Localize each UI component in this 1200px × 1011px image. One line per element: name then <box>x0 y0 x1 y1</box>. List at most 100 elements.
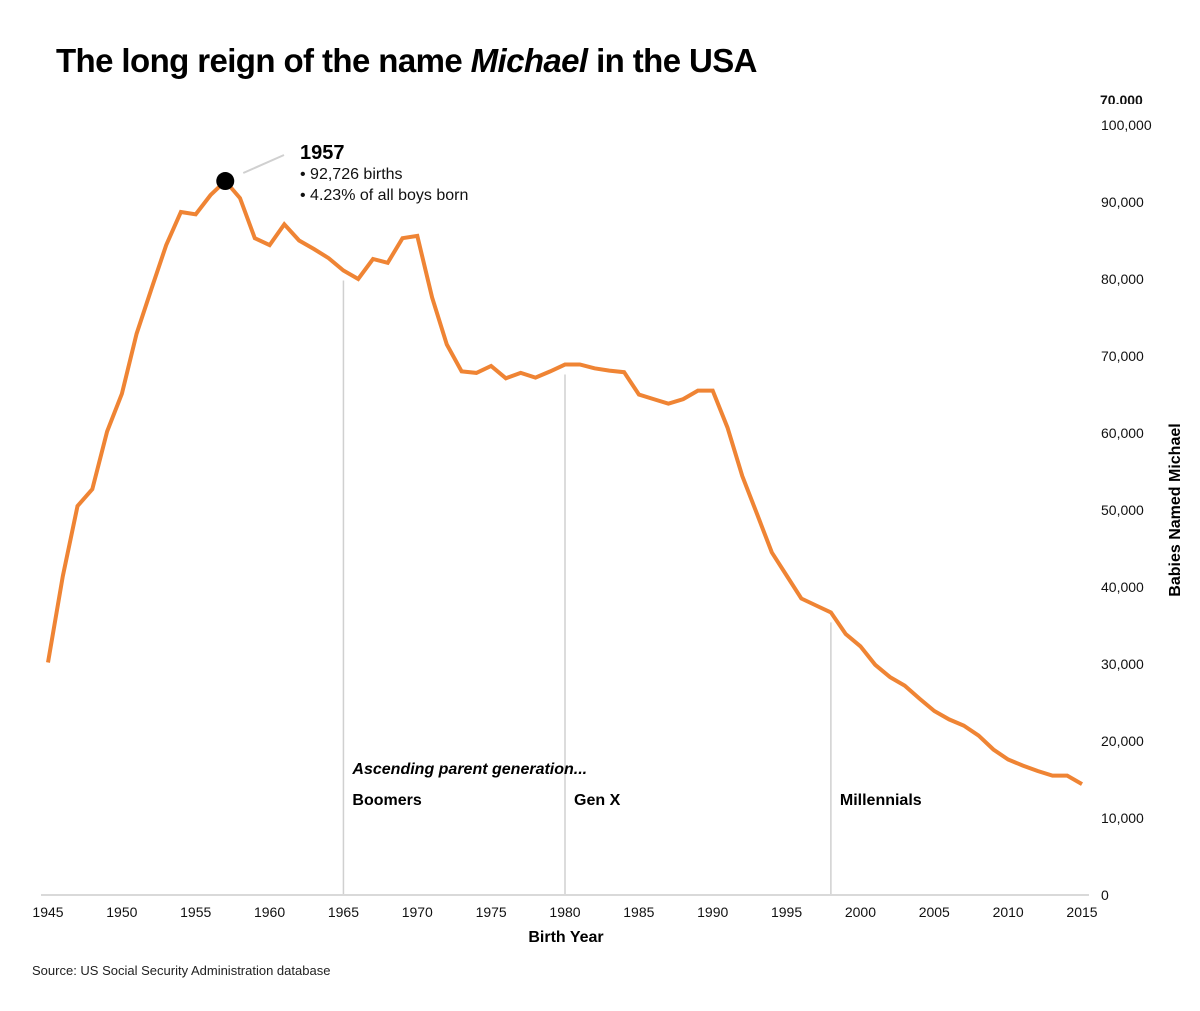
data-point <box>858 644 862 648</box>
data-point <box>1036 769 1040 773</box>
data-point <box>90 487 94 491</box>
data-point <box>76 504 80 508</box>
data-point <box>991 747 995 751</box>
y-tick-label: 40,000 <box>1101 579 1144 595</box>
data-point <box>356 277 360 281</box>
data-point <box>740 474 744 478</box>
x-tick-label: 1960 <box>254 904 285 920</box>
data-point <box>179 210 183 214</box>
data-point <box>327 256 331 260</box>
x-tick-label: 1975 <box>476 904 507 920</box>
data-point <box>504 376 508 380</box>
data-point <box>873 663 877 667</box>
data-point <box>1021 764 1025 768</box>
data-point <box>1006 757 1010 761</box>
data-point <box>696 389 700 393</box>
peak-marker <box>216 172 235 191</box>
y-tick-label: 0 <box>1101 887 1109 903</box>
x-tick-labels: 1945 1950 1955 1960 1965 1970 1975 1980 1985 1990… <box>32 904 1097 920</box>
generation-label: Millennials <box>840 792 922 809</box>
y-tick-label: 100,000 <box>1101 117 1152 133</box>
data-point <box>932 709 936 713</box>
x-tick-label: 1985 <box>623 904 654 920</box>
data-point <box>386 261 390 265</box>
data-point <box>711 389 715 393</box>
y-tick-label: 90,000 <box>1101 194 1144 210</box>
x-tick-label: 1965 <box>328 904 359 920</box>
generation-label: Boomers <box>352 792 421 809</box>
data-point <box>61 574 65 578</box>
data-point <box>371 257 375 261</box>
y-tick-label: 60,000 <box>1101 425 1144 441</box>
data-point <box>548 369 552 373</box>
y-tick-labels: 0 10,000 20,000 30,000 40,000 50,000 60,000 70,… <box>1101 117 1152 903</box>
x-tick-label: 1990 <box>697 904 728 920</box>
data-point <box>341 269 345 273</box>
generation-labels: Boomers Gen X Millennials <box>352 792 921 809</box>
y-tick-label: 50,000 <box>1101 502 1144 518</box>
data-point <box>637 393 641 397</box>
data-point <box>297 239 301 243</box>
source-note: Source: US Social Security Administratio… <box>32 963 331 978</box>
annotation-year: 1957 <box>300 142 345 164</box>
data-point <box>888 675 892 679</box>
title-text: The long reign of the name <box>56 42 471 79</box>
data-point <box>607 369 611 373</box>
data-point <box>918 697 922 701</box>
data-point <box>770 550 774 554</box>
data-point <box>120 392 124 396</box>
title-emphasis: Michael <box>470 42 588 79</box>
x-tick-label: 2000 <box>845 904 876 920</box>
data-point <box>814 603 818 607</box>
data-point <box>46 660 50 664</box>
data-point <box>445 342 449 346</box>
x-tick-label: 1970 <box>402 904 433 920</box>
data-point <box>755 512 759 516</box>
x-tick-label: 1950 <box>106 904 137 920</box>
x-tick-label: 1995 <box>771 904 802 920</box>
annotation-percent: • 4.23% of all boys born <box>300 187 468 204</box>
data-point <box>725 426 729 430</box>
data-point <box>829 610 833 614</box>
data-point <box>962 724 966 728</box>
y-axis-title: Babies Named Michael <box>1167 423 1184 596</box>
y-tick-label: 20,000 <box>1101 733 1144 749</box>
data-point <box>253 236 257 240</box>
data-point <box>1065 774 1069 778</box>
data-point <box>415 234 419 238</box>
chart-title: The long reign of the name Michael in th… <box>56 42 758 80</box>
data-point <box>519 371 523 375</box>
data-point <box>135 332 139 336</box>
data-point <box>164 243 168 247</box>
data-point <box>460 369 464 373</box>
data-point <box>785 573 789 577</box>
data-point <box>533 376 537 380</box>
generation-label: Gen X <box>574 792 621 809</box>
x-tick-label: 2005 <box>919 904 950 920</box>
data-point <box>947 717 951 721</box>
data-point <box>1080 782 1084 786</box>
data-point <box>903 684 907 688</box>
data-point <box>1050 774 1054 778</box>
data-point <box>430 295 434 299</box>
data-point <box>666 402 670 406</box>
y-tick-label: 10,000 <box>1101 810 1144 826</box>
data-point <box>652 397 656 401</box>
y-tick-label: 30,000 <box>1101 656 1144 672</box>
y-tick-label: 80,000 <box>1101 271 1144 287</box>
data-point <box>563 362 567 366</box>
data-point <box>489 364 493 368</box>
data-point <box>238 196 242 200</box>
data-point <box>844 632 848 636</box>
data-point <box>578 362 582 366</box>
title-text-end: in the USA <box>587 42 757 79</box>
generation-intro: Ascending parent generation... <box>351 761 587 778</box>
x-tick-label: 1955 <box>180 904 211 920</box>
x-tick-label: 1980 <box>549 904 580 920</box>
data-point <box>622 370 626 374</box>
data-point <box>282 222 286 226</box>
data-point <box>474 371 478 375</box>
data-point <box>593 366 597 370</box>
data-point <box>977 734 981 738</box>
data-point <box>105 429 109 433</box>
